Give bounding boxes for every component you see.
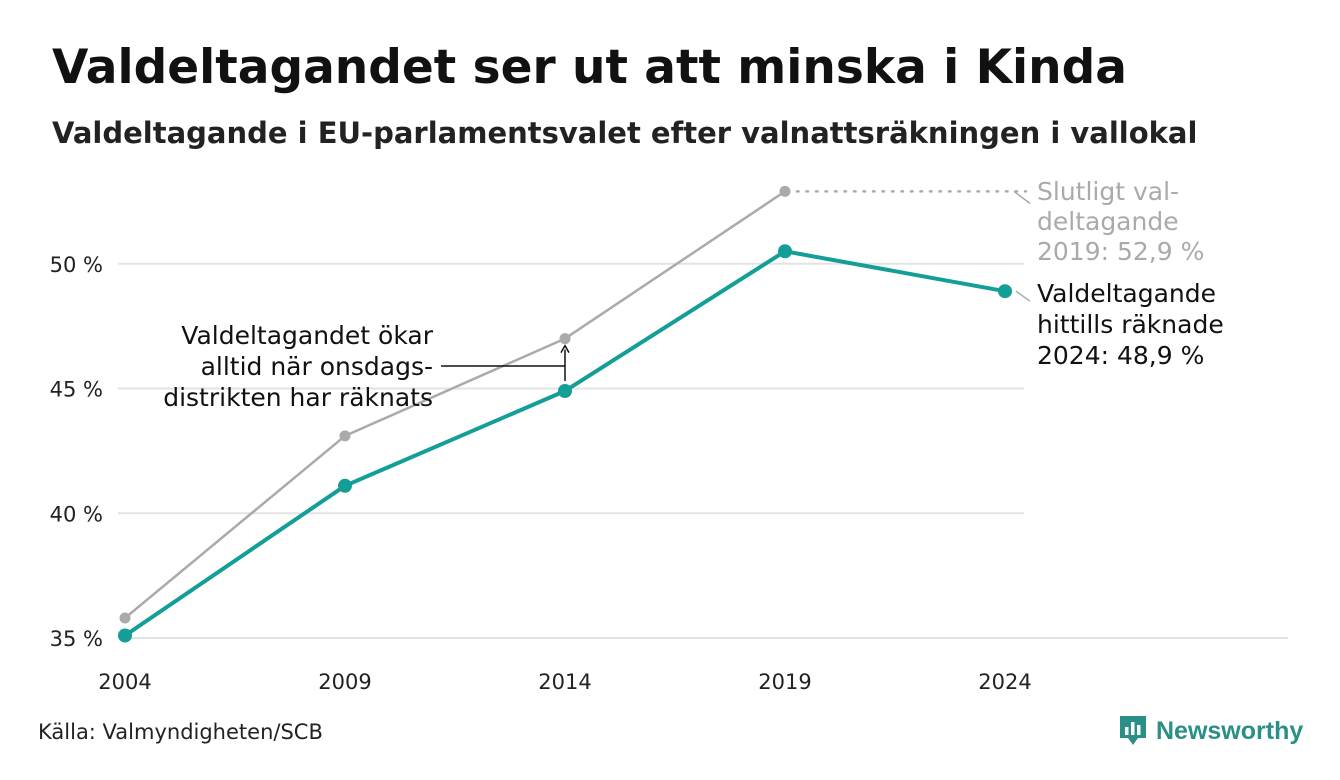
series-line-final [123,190,787,620]
y-tick-label: 35 % [50,627,103,651]
data-point-current [778,244,792,259]
series-line-current [123,249,1007,638]
x-tick-label: 2019 [758,670,811,694]
data-point-current [998,284,1012,299]
data-point-final [559,333,571,345]
y-tick-label: 40 % [50,502,103,526]
counting-note: Valdeltagandet ökar alltid när onsdags-di… [163,321,433,412]
final-label-connector [1013,190,1031,204]
y-tick-label: 50 % [50,253,103,277]
x-tick-label: 2009 [318,670,371,694]
current-value-label: Valdeltagande hittills räknade 2024: 48,9 … [1037,279,1224,370]
data-point-current [338,478,352,493]
data-point-final [779,185,791,197]
y-tick-label: 45 % [50,378,103,402]
bar-chart-icon [1120,716,1146,745]
data-point-final [119,612,131,624]
x-tick-label: 2014 [538,670,591,694]
source-note: Källa: Valmyndigheten/SCB [38,720,323,744]
x-tick-label: 2004 [98,670,151,694]
final-value-label: Slutligt val-deltagande 2019: 52,9 % [1037,177,1204,266]
note-arrow-head [560,344,570,353]
chart-title: Valdeltagandet ser ut att minska i Kinda [52,40,1127,95]
chart-subtitle: Valdeltagande i EU-parlamentsvalet efter… [52,116,1198,150]
brand-logo: Newsworthy [1118,712,1303,750]
x-tick-label: 2024 [978,670,1031,694]
data-point-current [558,383,572,398]
current-label-connector [1015,290,1031,302]
line-chart: 35 % 40 % 45 % 50 % 2004 2009 2014 2019 2024 Slut… [50,177,1288,694]
data-point-final [339,430,351,442]
brand-name: Newsworthy [1156,716,1304,745]
data-point-current [118,628,132,643]
